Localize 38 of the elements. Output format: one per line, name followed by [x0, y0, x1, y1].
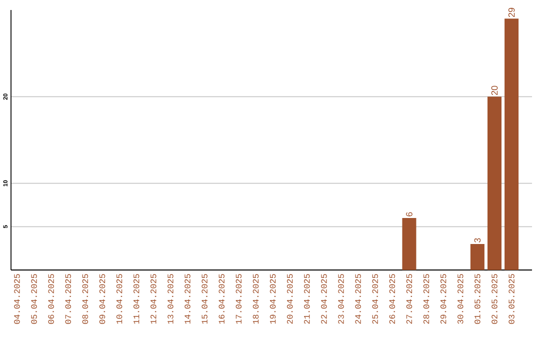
data-label: 20 — [491, 86, 498, 96]
x-tick-label: 04.04.2025 — [14, 274, 20, 324]
x-tick-label: 12.04.2025 — [150, 274, 156, 324]
x-tick-label: 17.04.2025 — [236, 274, 242, 324]
x-tick-label: 27.04.2025 — [406, 274, 412, 324]
x-tick-label: 15.04.2025 — [202, 274, 208, 324]
x-tick-label: 10.04.2025 — [116, 274, 122, 324]
bar — [487, 96, 502, 270]
x-tick-label: 07.04.2025 — [65, 274, 72, 324]
bar — [402, 218, 416, 270]
x-tick-label: 21.04.2025 — [304, 274, 310, 324]
x-tick-label: 19.04.2025 — [270, 274, 276, 324]
x-tick-label: 09.04.2025 — [99, 274, 106, 324]
bar — [504, 18, 519, 270]
data-label: 29 — [508, 8, 515, 18]
x-tick-label: 02.05.2025 — [492, 274, 498, 324]
x-tick-label: 25.04.2025 — [372, 274, 378, 324]
x-tick-label: 08.04.2025 — [82, 274, 88, 324]
bar — [470, 244, 484, 270]
x-tick-label: 18.04.2025 — [252, 274, 259, 324]
data-label: 6 — [406, 212, 412, 216]
x-tick-label: 22.04.2025 — [321, 274, 327, 324]
x-tick-label: 11.04.2025 — [133, 274, 140, 324]
x-tick-label: 30.04.2025 — [458, 274, 464, 324]
x-tick-label: 01.05.2025 — [474, 274, 480, 324]
x-tick-label: 05.04.2025 — [31, 274, 37, 324]
x-tick-label: 23.04.2025 — [338, 274, 344, 324]
x-tick-label: 20.04.2025 — [286, 274, 293, 324]
x-tick-label: 06.04.2025 — [48, 274, 54, 324]
x-tick-label: 03.05.2025 — [508, 274, 514, 324]
x-tick-label: 16.04.2025 — [218, 274, 224, 324]
x-tick-label: 13.04.2025 — [168, 274, 174, 324]
data-label: 3 — [474, 238, 481, 242]
x-tick-label: 26.04.2025 — [389, 274, 396, 324]
x-tick-label: 28.04.2025 — [423, 274, 430, 324]
x-tick-label: 29.04.2025 — [440, 274, 446, 324]
x-tick-label: 24.04.2025 — [355, 274, 361, 324]
x-tick-label: 14.04.2025 — [184, 274, 190, 324]
